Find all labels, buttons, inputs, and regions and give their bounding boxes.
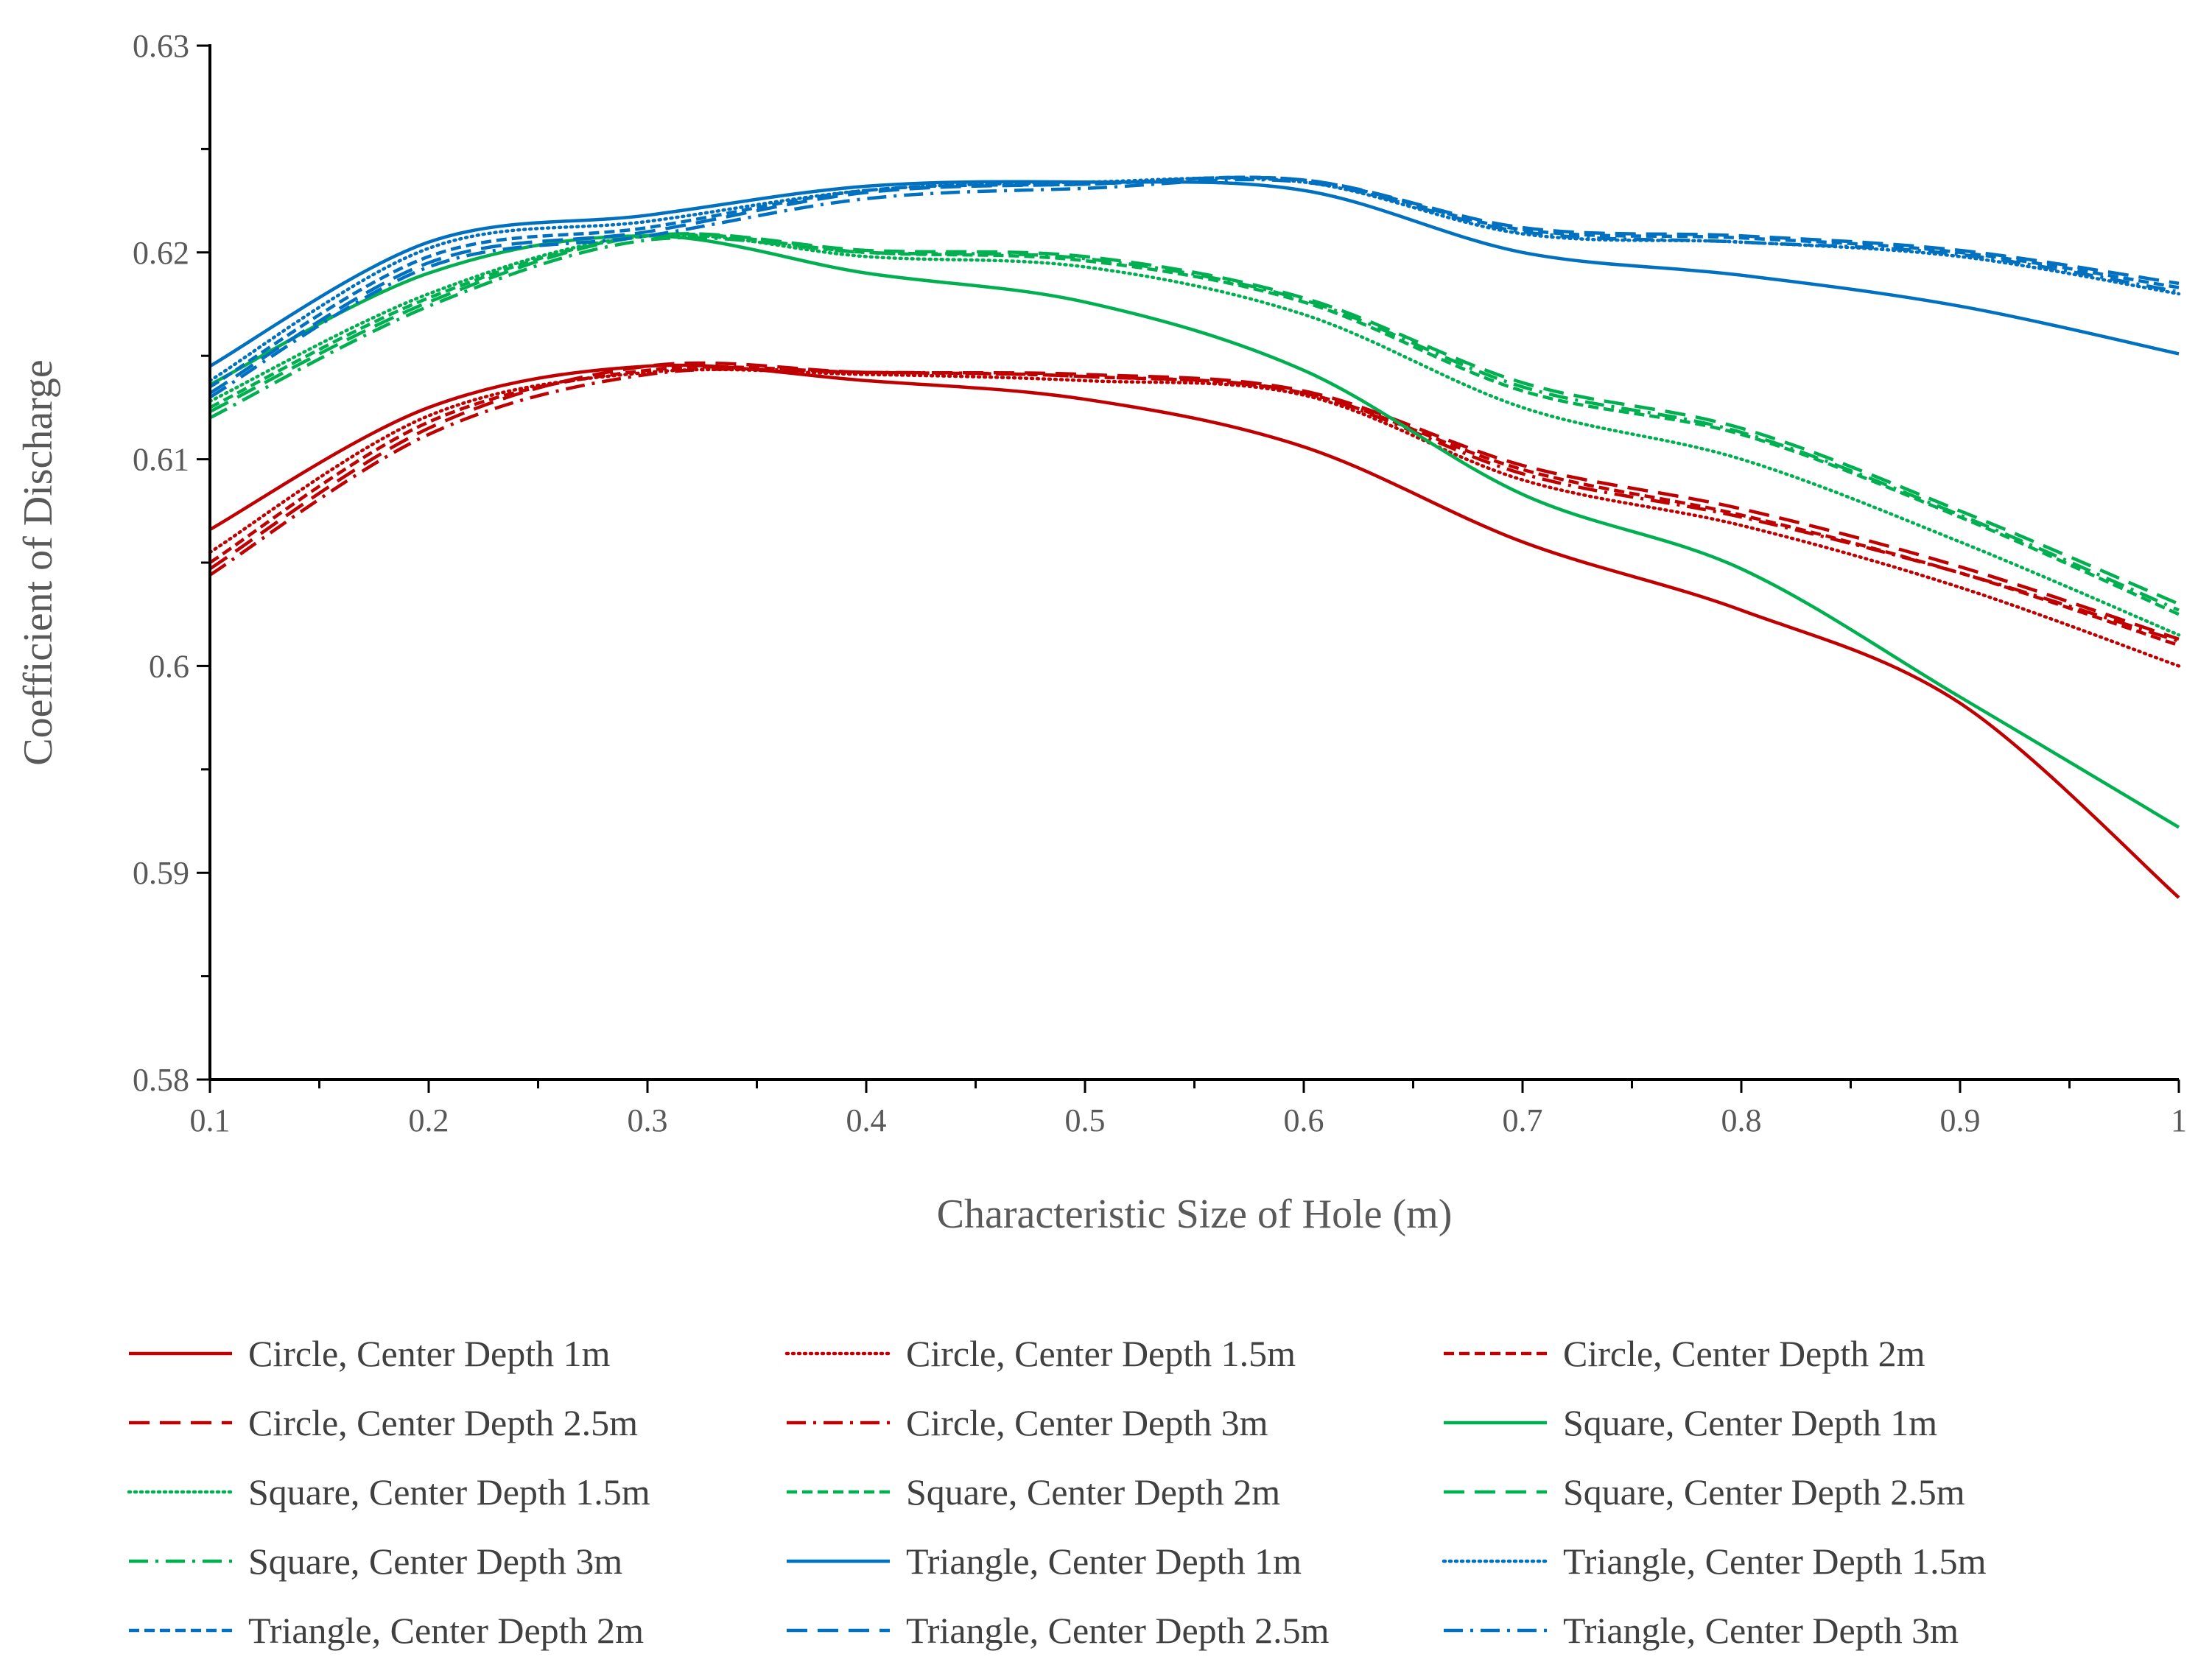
legend-label: Circle, Center Depth 2m <box>1563 1333 1925 1374</box>
series-line-10 <box>208 236 2180 612</box>
series-line-2 <box>208 367 2181 668</box>
x-tick-label: 1 <box>2171 1102 2187 1138</box>
y-tick-label: 0.63 <box>133 28 189 64</box>
x-axis-title: Characteristic Size of Hole (m) <box>937 1191 1453 1237</box>
y-tick-label: 0.61 <box>133 442 189 478</box>
y-tick-label: 0.58 <box>133 1062 189 1098</box>
legend-label: Triangle, Center Depth 1m <box>906 1541 1302 1582</box>
x-tick-label: 0.7 <box>1503 1102 1543 1138</box>
x-tick-label: 0.3 <box>628 1102 668 1138</box>
series-line-4 <box>208 361 2180 641</box>
legend-label: Circle, Center Depth 1.5m <box>906 1333 1296 1374</box>
x-tick-label: 0.6 <box>1284 1102 1324 1138</box>
legend-label: Triangle, Center Depth 1.5m <box>1563 1541 1987 1582</box>
x-tick-label: 0.1 <box>190 1102 231 1138</box>
legend-label: Square, Center Depth 2m <box>906 1471 1280 1513</box>
series-line-3 <box>208 365 2180 647</box>
series-line-1 <box>208 363 2180 899</box>
series-line-7 <box>208 233 2181 637</box>
legend-label: Square, Center Depth 3m <box>248 1541 622 1582</box>
y-tick-label: 0.59 <box>133 855 189 891</box>
series-line-13 <box>208 175 2180 389</box>
legend-label: Square, Center Depth 2.5m <box>1563 1471 1965 1513</box>
y-axis-title: Coefficient of Discharge <box>15 359 61 766</box>
legend-label: Triangle, Center Depth 2.5m <box>906 1610 1330 1651</box>
series-line-14 <box>208 175 2180 395</box>
series-line-12 <box>208 176 2181 383</box>
legend: Circle, Center Depth 1m Circle, Center De… <box>127 1333 1987 1651</box>
legend-label: Triangle, Center Depth 2m <box>248 1610 644 1651</box>
series-lines <box>208 175 2181 899</box>
legend-label: Square, Center Depth 1m <box>1563 1402 1937 1443</box>
x-tick-label: 0.8 <box>1721 1102 1762 1138</box>
y-tick-label: 0.6 <box>149 648 189 684</box>
series-line-9 <box>208 232 2180 606</box>
x-tick-label: 0.9 <box>1940 1102 1981 1138</box>
series-line-8 <box>208 232 2180 616</box>
legend-label: Square, Center Depth 1.5m <box>248 1471 650 1513</box>
x-tick-label: 0.5 <box>1065 1102 1106 1138</box>
series-line-6 <box>208 234 2180 829</box>
series-line-15 <box>208 177 2180 399</box>
x-tick-label: 0.2 <box>409 1102 449 1138</box>
x-tick-label: 0.4 <box>846 1102 887 1138</box>
legend-label: Circle, Center Depth 1m <box>248 1333 611 1374</box>
legend-label: Triangle, Center Depth 3m <box>1563 1610 1959 1651</box>
axes: 0.580.590.60.610.620.630.1 0.2 0.3 0.4 0.5 0.… <box>133 28 2187 1138</box>
legend-label: Circle, Center Depth 3m <box>906 1402 1268 1443</box>
legend-label: Circle, Center Depth 2.5m <box>248 1402 638 1443</box>
y-tick-label: 0.62 <box>133 235 189 271</box>
series-line-5 <box>208 367 2180 643</box>
